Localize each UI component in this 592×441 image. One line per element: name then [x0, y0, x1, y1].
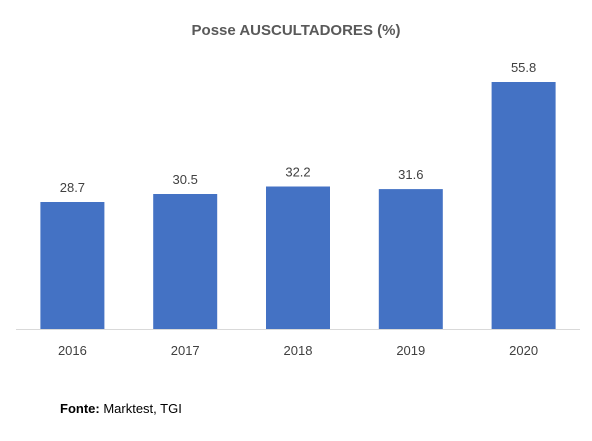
x-tick-label-2016: 2016: [58, 343, 87, 358]
bar-2018: [266, 186, 330, 329]
bar-2020: [491, 82, 556, 329]
x-tick-label-2017: 2017: [171, 343, 200, 358]
bar-2016: [40, 202, 105, 329]
chart-title: Posse AUSCULTADORES (%): [191, 22, 401, 39]
x-tick-label-2020: 2020: [509, 343, 538, 358]
data-label-2020: 55.8: [511, 60, 536, 75]
bar-2019: [378, 189, 443, 329]
data-label-2017: 30.5: [173, 172, 198, 187]
x-tick-label-2018: 2018: [284, 343, 313, 358]
data-label-2019: 31.6: [398, 167, 423, 182]
bar-2017: [153, 194, 218, 329]
x-tick-label-2019: 2019: [396, 343, 425, 358]
source-note: Fonte: Marktest, TGI: [60, 401, 182, 416]
source-text: Marktest, TGI: [99, 401, 182, 416]
data-label-2016: 28.7: [60, 180, 85, 195]
source-label: Fonte:: [60, 401, 100, 416]
data-label-2018: 32.2: [285, 165, 310, 180]
